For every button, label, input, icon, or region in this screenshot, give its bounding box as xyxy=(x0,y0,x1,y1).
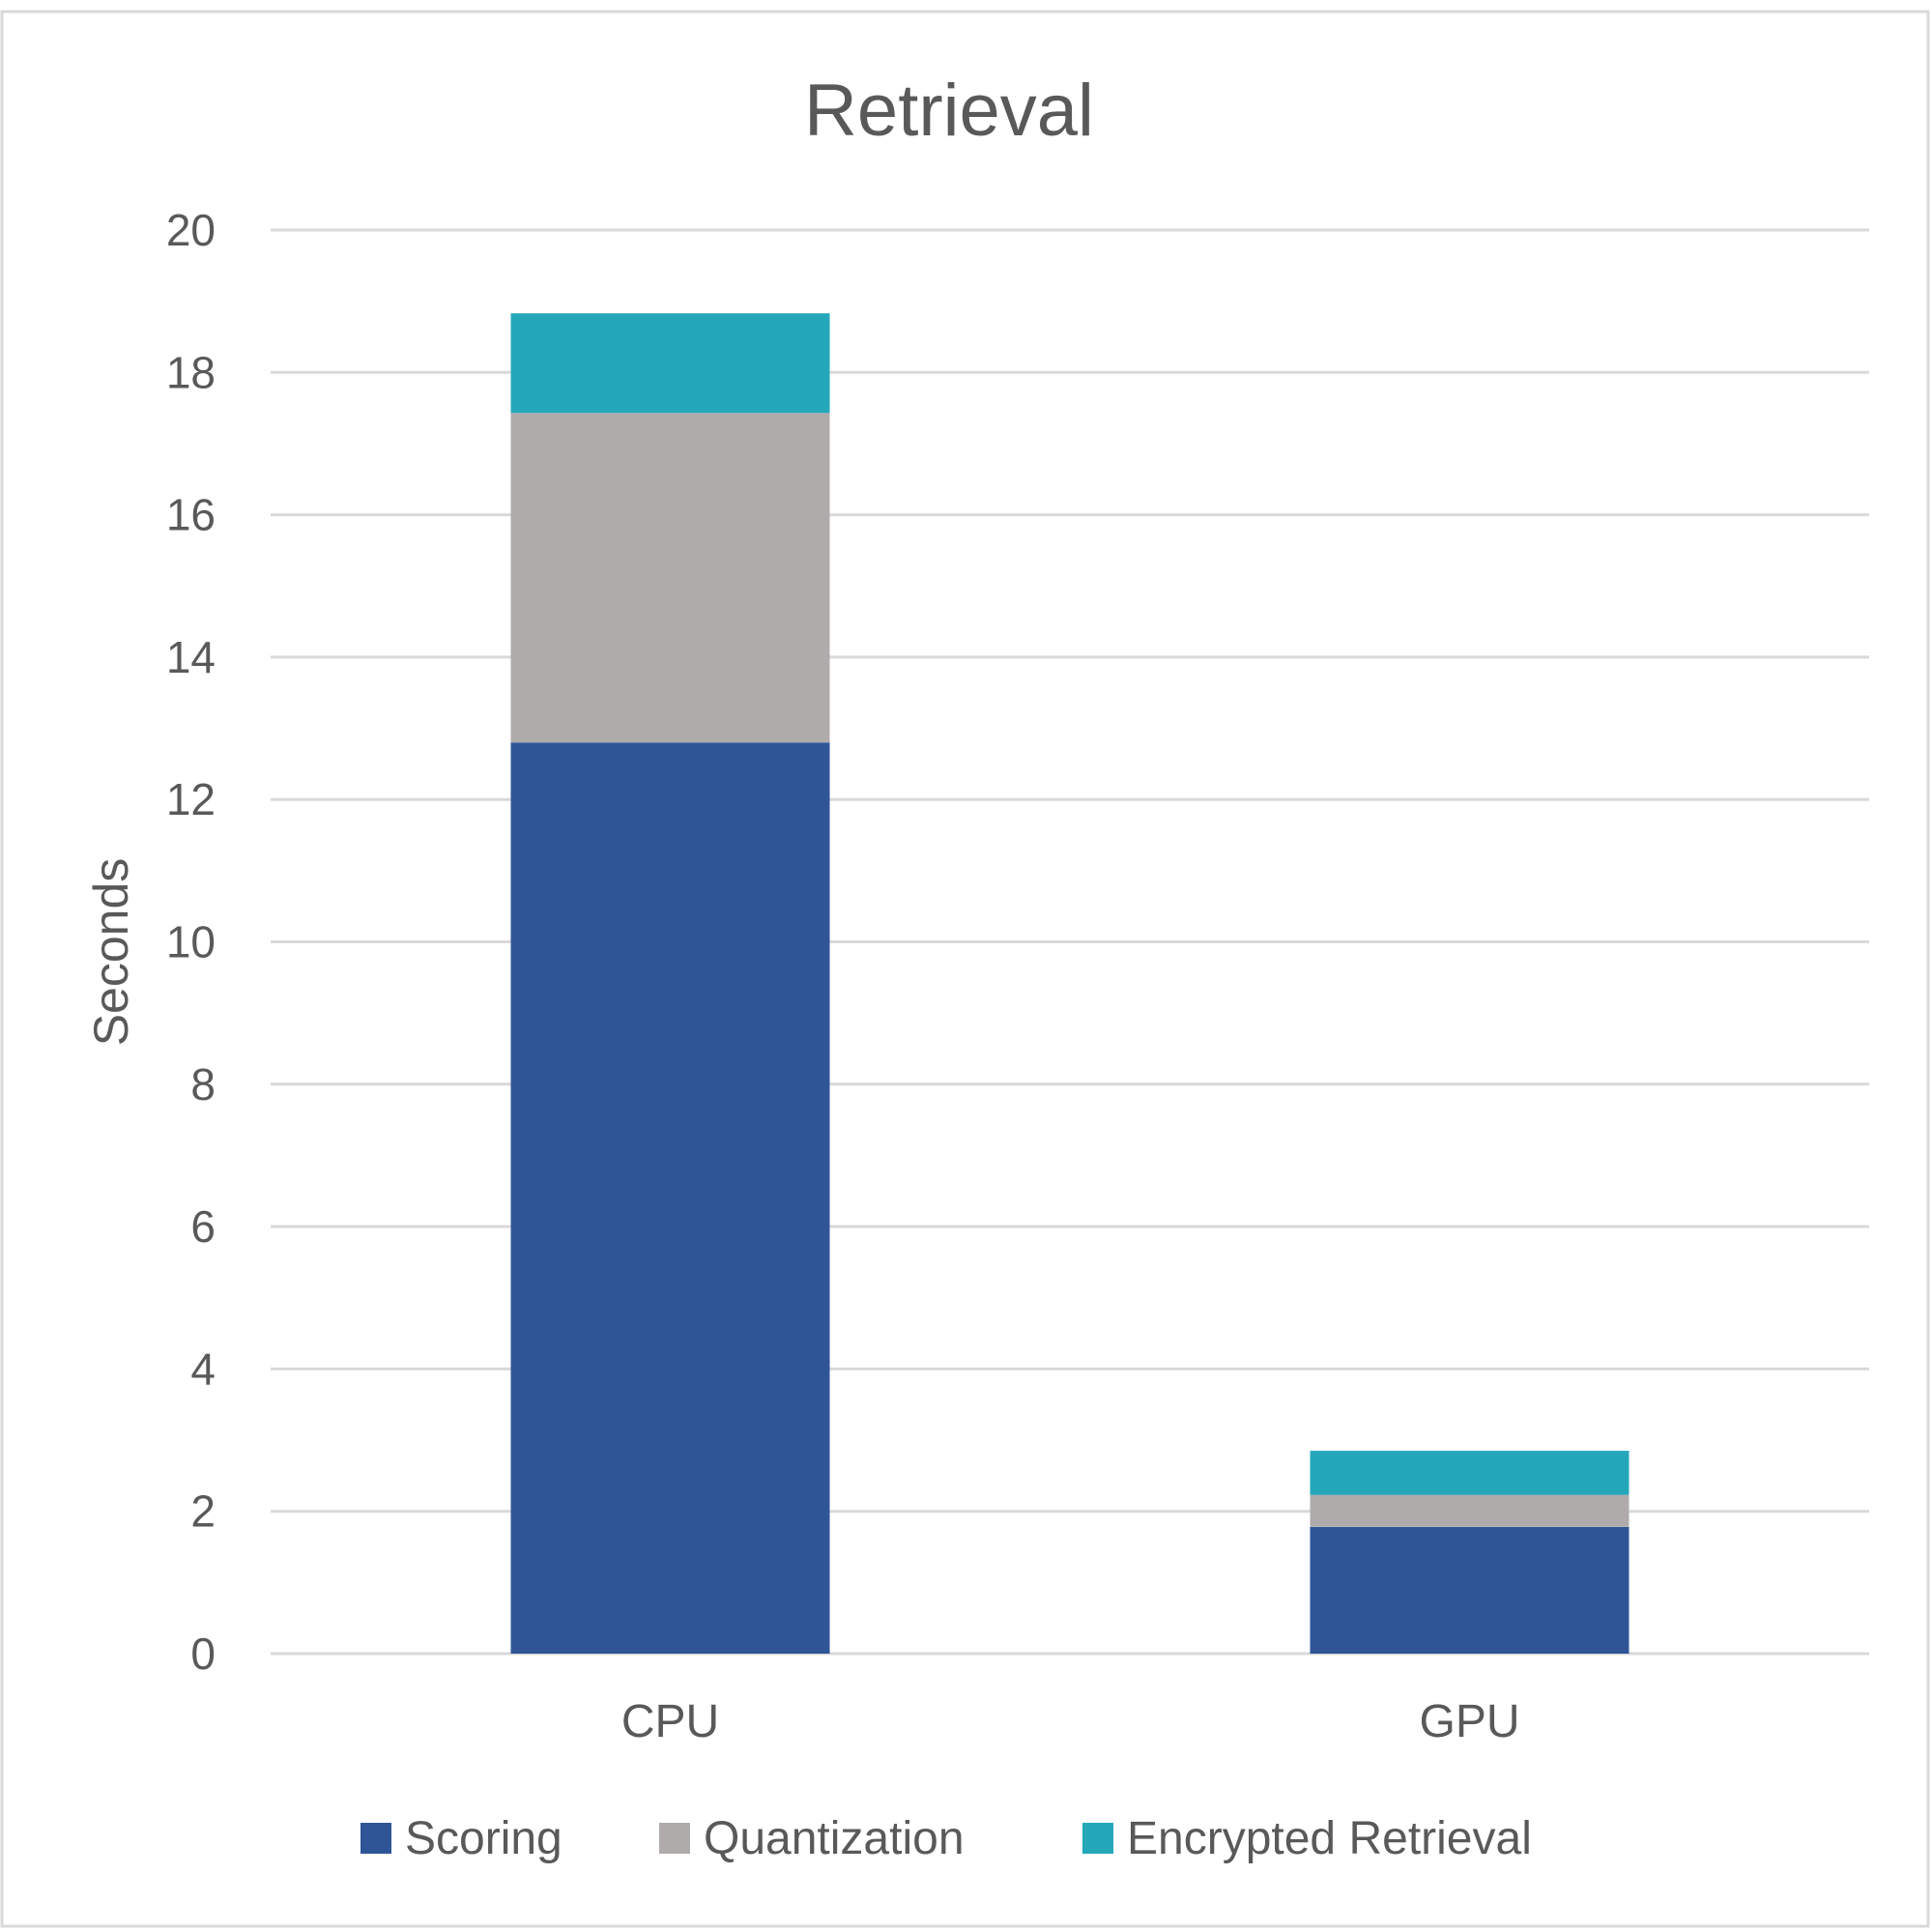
bar-cpu-scoring xyxy=(510,742,830,1654)
chart-title: Retrieval xyxy=(804,70,1094,152)
legend-swatch xyxy=(360,1823,391,1854)
legend-label: Scoring xyxy=(405,1813,562,1864)
legend-swatch xyxy=(659,1823,690,1854)
y-tick-label: 18 xyxy=(166,347,216,397)
y-tick-label: 6 xyxy=(190,1201,216,1252)
y-tick-label: 16 xyxy=(166,490,216,540)
x-tick-label: CPU xyxy=(621,1696,719,1747)
legend: Scoring Quantization Encrypted Retrieval xyxy=(360,1813,1532,1864)
x-tick-label: GPU xyxy=(1419,1696,1519,1747)
y-tick-label: 4 xyxy=(190,1343,216,1394)
x-tick-labels: CPU GPU xyxy=(621,1696,1520,1747)
chart-border xyxy=(0,10,1930,1928)
bar-gpu-quantization xyxy=(1310,1494,1629,1527)
legend-swatch xyxy=(1082,1823,1113,1854)
y-tick-label: 2 xyxy=(190,1486,216,1537)
bars xyxy=(510,313,1629,1654)
y-tick-label: 0 xyxy=(190,1629,216,1679)
y-tick-labels: 0 2 4 6 8 10 12 14 16 18 20 xyxy=(166,205,216,1679)
bar-cpu-encrypted-retrieval xyxy=(510,313,830,414)
bar-cpu-quantization xyxy=(510,413,830,743)
bar-gpu-encrypted-retrieval xyxy=(1310,1451,1629,1495)
y-tick-label: 10 xyxy=(166,917,216,967)
legend-label: Encrypted Retrieval xyxy=(1127,1813,1532,1864)
bar-gpu-scoring xyxy=(1310,1526,1629,1654)
legend-label: Quantization xyxy=(704,1813,965,1864)
y-tick-label: 14 xyxy=(166,632,216,682)
y-axis-label: Seconds xyxy=(84,858,138,1047)
y-tick-label: 12 xyxy=(166,774,216,824)
y-tick-label: 20 xyxy=(166,205,216,255)
y-tick-label: 8 xyxy=(190,1059,216,1110)
